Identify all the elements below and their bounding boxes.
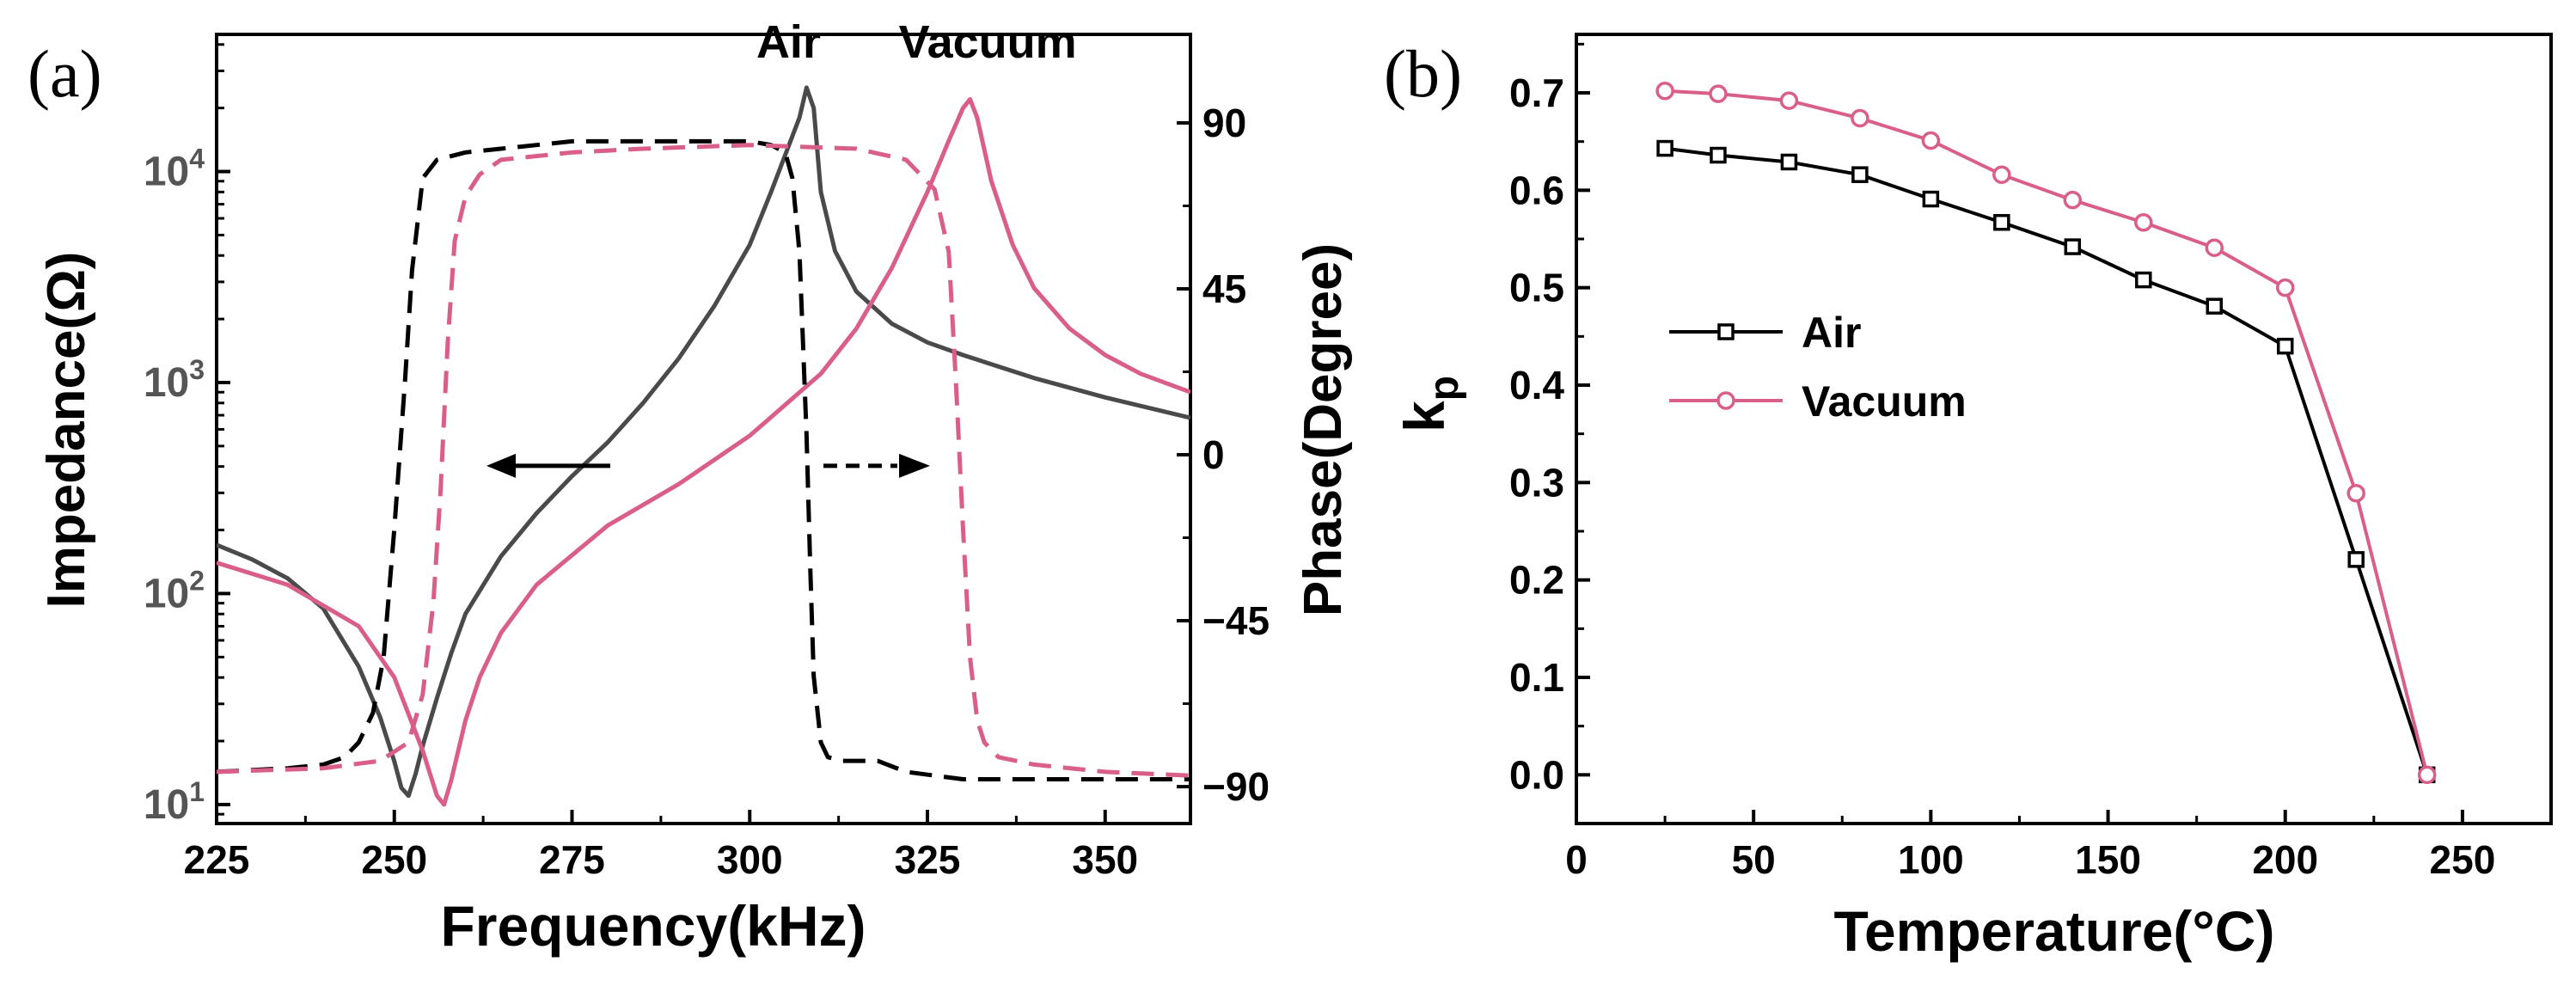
y-tick-label: 104 bbox=[144, 144, 205, 195]
y-tick-label: 0.6 bbox=[1509, 168, 1564, 212]
x-tick-label: 200 bbox=[2252, 837, 2318, 882]
x-tick-label: 350 bbox=[1072, 837, 1138, 882]
y-tick-exponent: 3 bbox=[189, 354, 205, 385]
y-tick-label: 101 bbox=[144, 776, 205, 828]
x-tick-label: 275 bbox=[539, 837, 605, 882]
legend: Air Vacuum bbox=[1669, 309, 1967, 426]
x-tick-label: 325 bbox=[895, 837, 961, 882]
data-point-air bbox=[2135, 271, 2152, 289]
data-point-vacuum bbox=[2417, 765, 2437, 785]
y-tick-label: 0.7 bbox=[1509, 70, 1564, 115]
legend-label: Air bbox=[1802, 309, 1861, 357]
data-point-air bbox=[1710, 146, 1727, 164]
right-axis-arrow-head bbox=[899, 453, 930, 478]
y-tick-label: 0.5 bbox=[1509, 266, 1564, 310]
panel-b-label: (b) bbox=[1384, 36, 1462, 111]
y-tick-base: 10 bbox=[144, 360, 189, 406]
y-tick-label: 0.3 bbox=[1509, 460, 1564, 505]
series-line-air bbox=[217, 85, 1190, 799]
data-point-vacuum bbox=[1709, 84, 1728, 103]
series-line-vacuum-phase bbox=[217, 143, 1190, 778]
data-point-vacuum bbox=[2347, 484, 2365, 503]
y2-axis-label: Phase(Degree) bbox=[1294, 243, 1353, 616]
y-tick-label: 0.4 bbox=[1509, 363, 1564, 407]
x-tick-label: 300 bbox=[717, 837, 783, 882]
data-point-air bbox=[1993, 213, 2010, 231]
annotation-label: Vacuum bbox=[899, 16, 1077, 68]
x-tick-label: 50 bbox=[1732, 837, 1776, 882]
x-tick-label: 225 bbox=[184, 837, 250, 882]
x-axis-label: Frequency(kHz) bbox=[440, 894, 866, 958]
panel-a-label: (a) bbox=[28, 36, 102, 111]
data-point-vacuum bbox=[1851, 108, 1869, 128]
panel-a-frame bbox=[215, 33, 1192, 825]
y-tick-exponent: 4 bbox=[189, 144, 205, 175]
y-tick-exponent: 1 bbox=[189, 776, 205, 807]
data-point-vacuum bbox=[2205, 238, 2224, 257]
x-axis-label: Temperature(°C) bbox=[1834, 899, 2275, 963]
annotation-label: Air bbox=[756, 16, 821, 68]
legend-swatch-marker bbox=[1717, 323, 1735, 340]
left-axis-arrow-head bbox=[486, 453, 516, 478]
data-point-vacuum bbox=[1992, 165, 2011, 184]
y2-tick-label: 45 bbox=[1202, 266, 1246, 311]
x-tick-label: 250 bbox=[361, 837, 427, 882]
data-point-air bbox=[2276, 337, 2294, 355]
data-point-air bbox=[2206, 297, 2224, 315]
data-point-vacuum bbox=[2275, 278, 2295, 297]
series-line-vacuum bbox=[217, 97, 1190, 807]
data-point-vacuum bbox=[2063, 190, 2083, 210]
legend-label: Vacuum bbox=[1802, 377, 1967, 426]
y-tick-base: 10 bbox=[144, 150, 189, 195]
y2-tick-label: −45 bbox=[1202, 598, 1270, 643]
y-tick-base: 10 bbox=[144, 782, 189, 828]
panel-a-plot-area bbox=[217, 85, 1190, 807]
y2-tick-label: −90 bbox=[1202, 764, 1270, 809]
y-axis-label-main: k bbox=[1392, 401, 1456, 432]
panel-a-chart: (a)225 250 275 300 325 35010110210310490450−4… bbox=[28, 16, 1353, 958]
series-line-air-phase bbox=[217, 138, 1190, 781]
y-tick-label: 0.1 bbox=[1509, 655, 1564, 700]
panel-b-chart: (b) 0 50 100 150 200 250 0.0 0.1 0.2 0.3 0.4 0.5 0.6 0… bbox=[1384, 33, 2553, 963]
y-axis-label: Impedance(Ω) bbox=[37, 252, 96, 609]
x-tick-label: 150 bbox=[2075, 837, 2141, 882]
legend-swatch-marker bbox=[1716, 391, 1735, 410]
data-point-air bbox=[1780, 153, 1798, 171]
y-tick-label: 0.0 bbox=[1509, 752, 1564, 797]
data-point-air bbox=[1851, 166, 1869, 183]
data-point-air bbox=[1656, 139, 1673, 157]
x-tick-label: 100 bbox=[1898, 837, 1964, 882]
y-axis-label: kp bbox=[1392, 376, 1467, 432]
data-point-vacuum bbox=[1655, 81, 1674, 101]
data-point-air bbox=[1922, 190, 1940, 208]
x-tick-label: 250 bbox=[2430, 837, 2496, 882]
x-tick-label: 0 bbox=[1565, 837, 1588, 882]
y2-tick-label: 90 bbox=[1202, 101, 1246, 145]
y-tick-label: 0.2 bbox=[1509, 558, 1564, 603]
y-tick-label: 102 bbox=[144, 565, 205, 616]
data-point-air bbox=[2347, 551, 2365, 568]
y2-tick-label: 0 bbox=[1202, 432, 1225, 477]
series-line-vacuum bbox=[1664, 89, 2429, 775]
y-axis-label-subscript: p bbox=[1422, 376, 1467, 401]
series-line-air bbox=[1664, 146, 2429, 775]
y-tick-exponent: 2 bbox=[189, 565, 205, 596]
y-tick-base: 10 bbox=[144, 571, 189, 616]
data-point-vacuum bbox=[1779, 91, 1799, 110]
data-point-air bbox=[2064, 238, 2082, 255]
data-point-vacuum bbox=[1921, 131, 1941, 150]
y-tick-label: 103 bbox=[144, 354, 205, 406]
data-point-vacuum bbox=[2134, 212, 2153, 232]
panel-b-frame bbox=[1575, 33, 2553, 825]
